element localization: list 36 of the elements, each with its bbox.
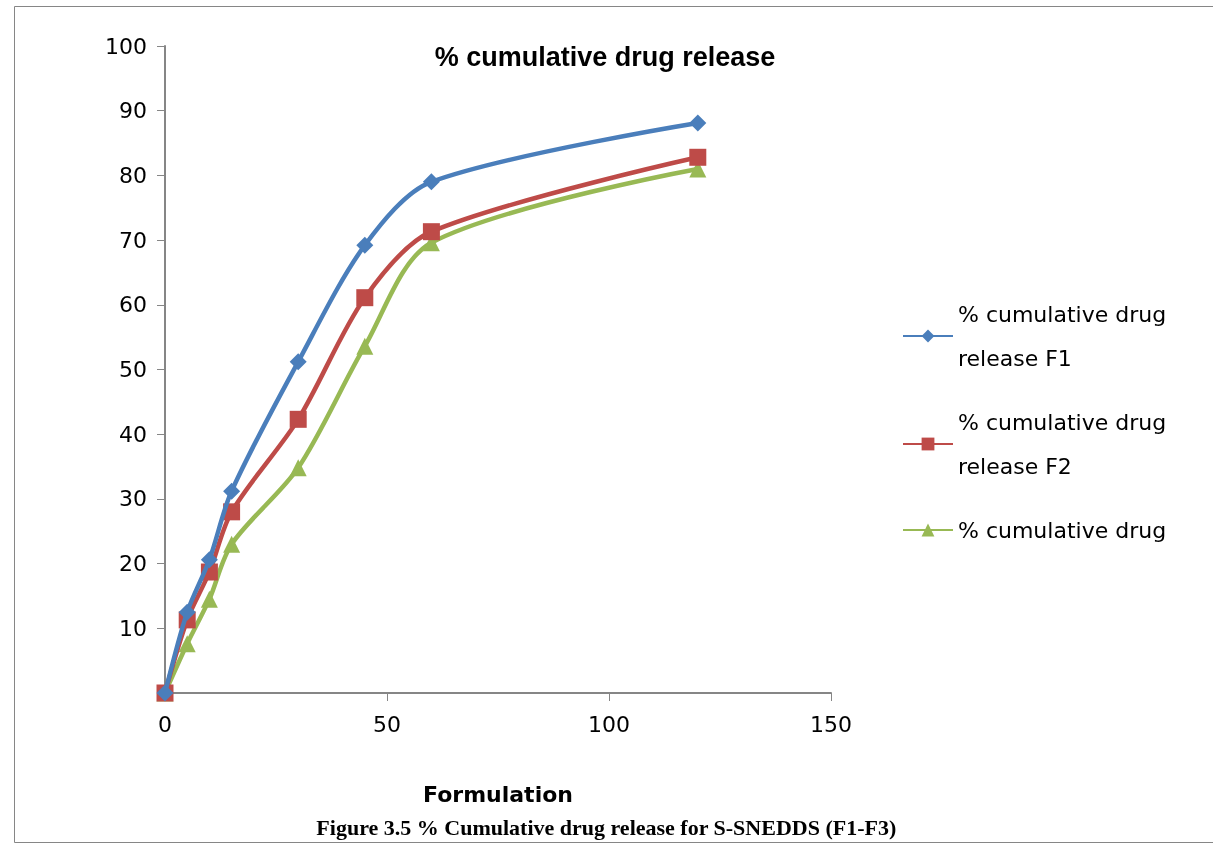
point: [289, 353, 307, 371]
y-tick-label: 20: [119, 551, 147, 577]
point: [356, 236, 374, 254]
x-axis-title: Formulation: [423, 781, 573, 807]
y-tick-label: 90: [119, 98, 147, 124]
y-tick-label: 100: [105, 33, 147, 59]
point: [223, 535, 241, 553]
point: [289, 410, 307, 428]
point: [223, 482, 241, 500]
y-tick-label: 50: [119, 357, 147, 382]
point: [422, 223, 440, 241]
caption: Figure 3.5 % Cumulative drug release for S-SNEDDS (F1-F3): [316, 814, 897, 840]
point: [178, 635, 196, 653]
y-tick-label: 80: [119, 162, 147, 188]
y-tick-label: 10: [119, 615, 147, 641]
point: [289, 459, 307, 477]
point: [200, 551, 218, 569]
point: [689, 148, 707, 166]
legend-label: % cumulative drug release F2: [958, 409, 1174, 479]
legend-label: % cumulative drug: [958, 517, 1167, 543]
point: [356, 289, 374, 307]
point: [178, 603, 196, 621]
y-tick-label: 60: [119, 292, 147, 318]
y-tick-label: 70: [119, 227, 147, 253]
y-tick-label: 30: [119, 486, 147, 512]
y-tick-label: 40: [119, 421, 147, 447]
point: [422, 173, 440, 191]
point: [356, 337, 374, 355]
chart-title: % cumulative drug release: [434, 41, 776, 72]
x-tick-label: 50: [373, 711, 401, 737]
x-tick-label: 100: [588, 711, 630, 737]
x-tick-label: 150: [810, 711, 852, 737]
point: [200, 590, 218, 608]
x-tick-label: 0: [158, 711, 172, 737]
point: [689, 114, 707, 132]
legend-label: % cumulative drug release F1: [958, 301, 1174, 371]
